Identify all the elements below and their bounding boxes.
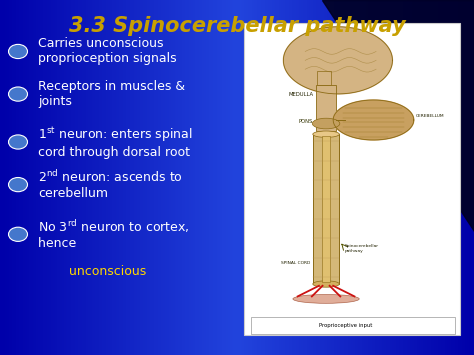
Ellipse shape [293, 295, 359, 303]
Text: Spinocerebellar
pathway: Spinocerebellar pathway [345, 244, 379, 253]
Text: Proprioceptive input: Proprioceptive input [319, 323, 372, 328]
Ellipse shape [313, 131, 339, 137]
Polygon shape [333, 100, 414, 140]
Circle shape [9, 44, 27, 59]
Circle shape [9, 87, 27, 101]
Text: unconscious: unconscious [69, 265, 146, 278]
Bar [317, 71, 331, 85]
Bar [316, 85, 337, 131]
Text: 1$^{\rm st}$ neuron: enters spinal
cord through dorsal root: 1$^{\rm st}$ neuron: enters spinal cord … [38, 125, 192, 159]
Text: MEDULLA: MEDULLA [288, 92, 313, 97]
Text: CEREBELLUM: CEREBELLUM [416, 114, 445, 119]
Bar [244, 23, 460, 335]
Text: No 3$^{\rm rd}$ neuron to cortex,
hence: No 3$^{\rm rd}$ neuron to cortex, hence [38, 218, 190, 250]
Ellipse shape [313, 281, 339, 287]
Text: 3.3 Spinocerebellar pathway: 3.3 Spinocerebellar pathway [69, 16, 405, 36]
Bar [313, 134, 339, 284]
Text: Carries unconscious
proprioception signals: Carries unconscious proprioception signa… [38, 38, 176, 65]
Text: Receptors in muscles &
joints: Receptors in muscles & joints [38, 80, 185, 108]
Polygon shape [322, 0, 474, 231]
Text: SPINAL CORD: SPINAL CORD [281, 261, 310, 265]
Polygon shape [283, 27, 392, 94]
Ellipse shape [312, 118, 340, 129]
Bar [251, 317, 455, 334]
Text: 2$^{\rm nd}$ neuron: ascends to
cerebellum: 2$^{\rm nd}$ neuron: ascends to cerebell… [38, 169, 183, 200]
Circle shape [9, 135, 27, 149]
Text: PONS: PONS [299, 119, 313, 124]
Circle shape [9, 178, 27, 192]
Circle shape [9, 227, 27, 241]
Bar [322, 136, 330, 282]
